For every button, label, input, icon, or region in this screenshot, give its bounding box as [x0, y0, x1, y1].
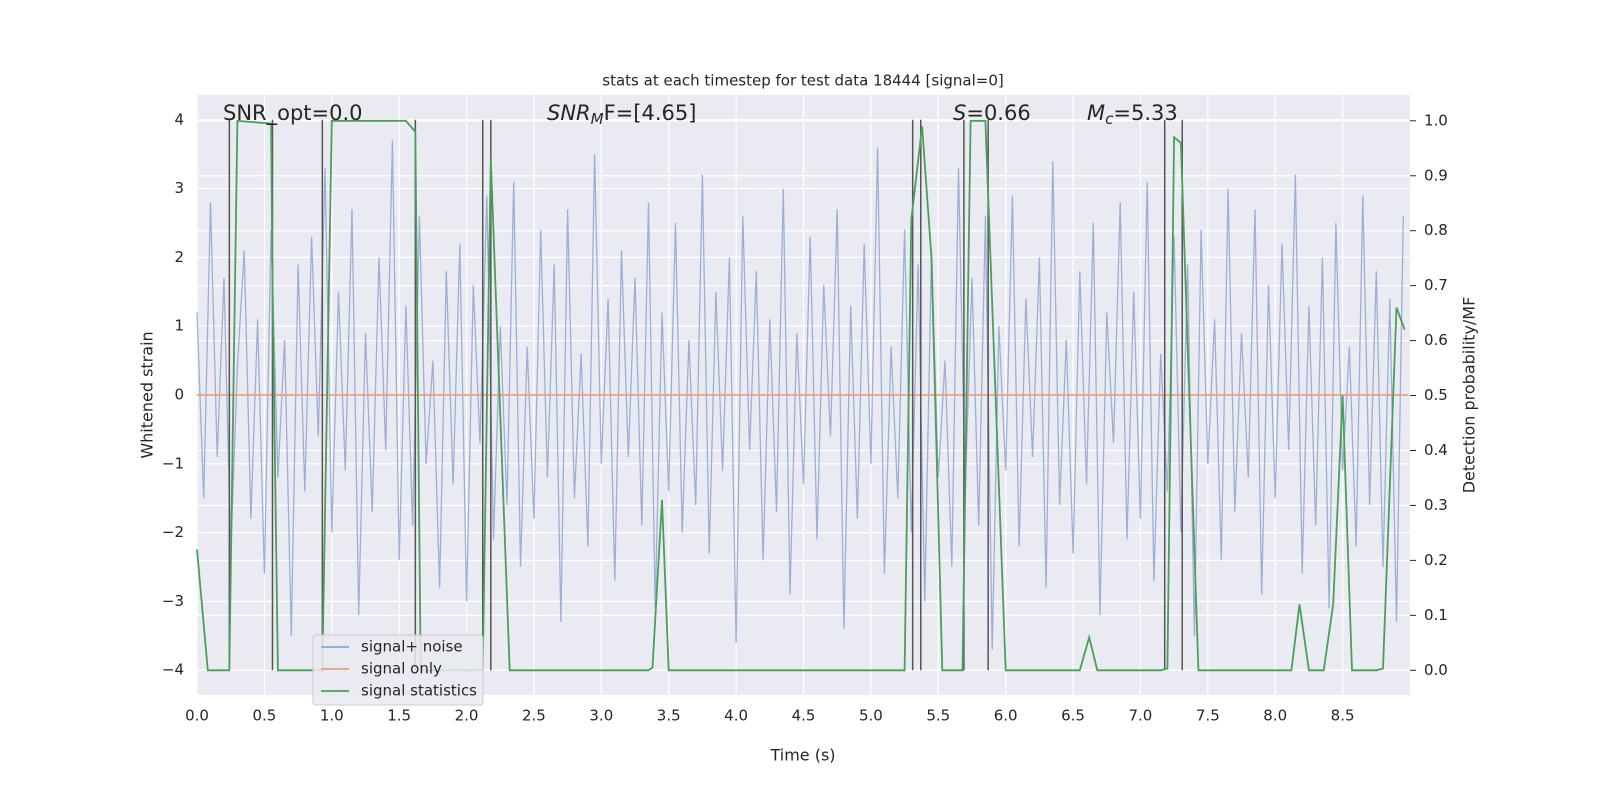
y2-tick-label: 0.5 — [1424, 386, 1448, 404]
annotation-part: =0.66 — [966, 101, 1030, 125]
y2-tick-label: 0.6 — [1424, 331, 1448, 349]
x-tick-label: 2.0 — [455, 707, 479, 725]
x-tick-label: 0.0 — [185, 707, 209, 725]
y-tick-label: 1 — [174, 317, 184, 335]
series-line — [196, 119, 1406, 672]
x-tick-label: 6.5 — [1061, 707, 1085, 725]
x-tick-label: 0.5 — [252, 707, 276, 725]
x-tick-label: 8.0 — [1263, 707, 1287, 725]
y-tick-label: −1 — [162, 454, 184, 472]
y-tick-label: 2 — [174, 248, 184, 266]
annotation-part: M — [1087, 101, 1105, 125]
y-tick-label: 3 — [174, 179, 184, 197]
y2-tick-label: 0.9 — [1424, 166, 1448, 184]
annotation-part: S — [953, 101, 966, 125]
y2-tick-label: 0.7 — [1424, 276, 1448, 294]
annotation: SNRMF=[4.65] — [547, 101, 696, 128]
y2-tick-label: 1.0 — [1424, 111, 1448, 129]
y2-tick-label: 0.2 — [1424, 551, 1448, 569]
annotation-part: SNR_opt=0.0 — [223, 101, 363, 126]
y-tick-label: −3 — [162, 592, 184, 610]
y2-tick-label: 0.0 — [1424, 661, 1448, 679]
x-tick-label: 4.5 — [792, 707, 816, 725]
annotation-part: F=[4.65] — [604, 101, 697, 125]
legend-label: signal statistics — [361, 682, 477, 700]
y2-tick-label: 0.4 — [1424, 441, 1448, 459]
annotation-part: c — [1105, 110, 1114, 128]
annotation-part: =5.33 — [1113, 101, 1177, 125]
annotations: SNR_opt=0.0 SNRMF=[4.65] S=0.66 Mc=5.33 — [223, 101, 1178, 128]
annotation: Mc=5.33 — [1087, 101, 1178, 128]
chart-title: stats at each timestep for test data 184… — [602, 72, 1003, 90]
legend-label: signal+ noise — [361, 638, 463, 656]
x-tick-label: 6.0 — [994, 707, 1018, 725]
legend-label: signal only — [361, 660, 442, 678]
annotation-part: SNR — [547, 101, 591, 125]
y2-tick-label: 0.3 — [1424, 496, 1448, 514]
x-tick-label: 1.5 — [387, 707, 411, 725]
legend-box — [312, 634, 484, 706]
x-tick-label: 5.0 — [859, 707, 883, 725]
legend: signal+ noise signal only signal statistic… — [312, 634, 484, 706]
y2-tick-label: 0.8 — [1424, 221, 1448, 239]
x-tick-label: 2.5 — [522, 707, 546, 725]
annotation: SNR_opt=0.0 — [223, 101, 363, 126]
x-tick-label: 3.0 — [589, 707, 613, 725]
x-tick-label: 7.5 — [1196, 707, 1220, 725]
y2-axis-label: Detection probability/MF — [1460, 297, 1479, 494]
x-axis-label: Time (s) — [769, 746, 835, 765]
x-tick-label: 4.0 — [724, 707, 748, 725]
annotation: S=0.66 — [953, 101, 1031, 125]
y-tick-label: 4 — [174, 110, 184, 128]
x-tick-label: 5.5 — [926, 707, 950, 725]
y2-tick-label: 0.1 — [1424, 606, 1448, 624]
marks — [196, 119, 1409, 672]
y-tick-label: 0 — [174, 386, 184, 404]
x-tick-label: 3.5 — [657, 707, 681, 725]
annotation-part: M — [591, 110, 604, 128]
y-axis-label: Whitened strain — [138, 331, 157, 458]
series-line — [196, 140, 1404, 650]
ticks: 0.0 0.5 1.0 1.5 2.0 2.5 3.0 3.5 4.0 4.5 5.0 5.5 6.0 6… — [162, 110, 1448, 724]
x-tick-label: 7.0 — [1129, 707, 1153, 725]
y-tick-label: −4 — [162, 661, 184, 679]
x-tick-label: 8.5 — [1331, 707, 1355, 725]
x-tick-label: 1.0 — [320, 707, 344, 725]
y-tick-label: −2 — [162, 523, 184, 541]
